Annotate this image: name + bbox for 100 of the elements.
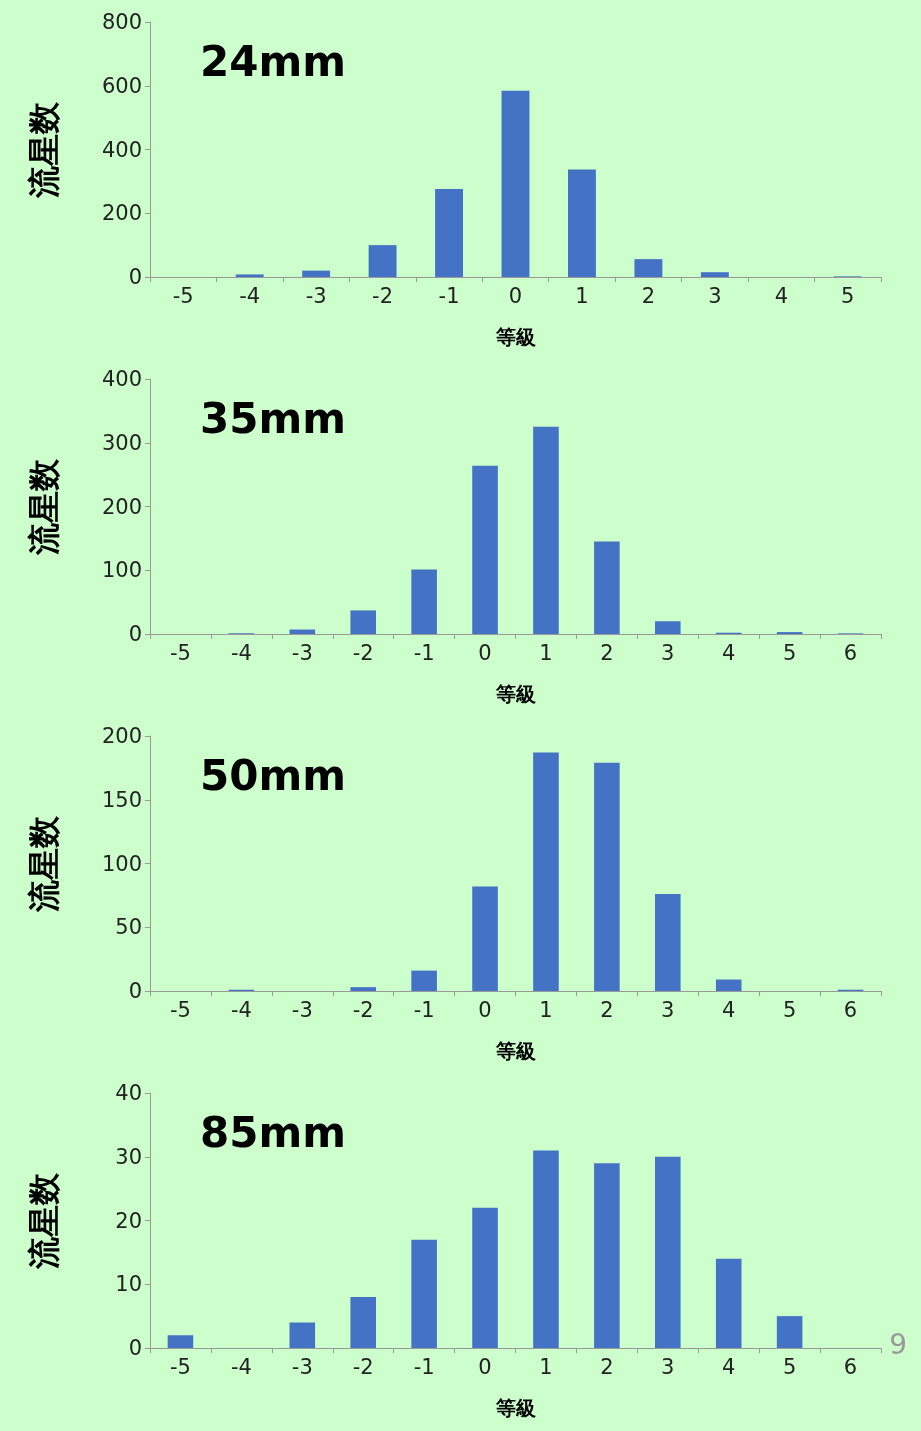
x-tick-label: -2 <box>352 640 374 665</box>
x-tick-label: -4 <box>239 283 261 308</box>
bar <box>533 752 559 991</box>
x-tick-label: 6 <box>843 640 858 665</box>
bar <box>411 569 437 634</box>
bar <box>634 259 663 277</box>
x-tick-label: 2 <box>600 1354 614 1379</box>
x-tick-label: 1 <box>539 640 553 665</box>
bar <box>715 979 742 991</box>
x-tick-label: 4 <box>774 283 789 308</box>
y-tick-label: 100 <box>101 558 142 583</box>
x-tick-label: -4 <box>230 997 252 1022</box>
x-tick-label: -2 <box>372 283 394 308</box>
y-tick-label: 150 <box>101 787 142 812</box>
x-tick-label: 0 <box>478 997 492 1022</box>
x-axis-title: 等級 <box>494 325 536 349</box>
y-tick-label: 0 <box>128 979 142 1003</box>
bar <box>533 426 559 634</box>
y-tick-label: 400 <box>101 137 142 162</box>
y-axis-title: 流星数 <box>25 100 63 199</box>
x-tick-label: 5 <box>782 997 797 1022</box>
bar <box>472 1207 498 1348</box>
x-tick-label: -5 <box>172 283 194 308</box>
y-tick-label: 100 <box>101 851 142 876</box>
y-tick-label: 200 <box>101 724 142 748</box>
x-tick-label: 3 <box>661 997 675 1022</box>
y-tick-label: 600 <box>101 73 142 98</box>
bar <box>302 270 331 277</box>
x-tick-label: -2 <box>352 997 374 1022</box>
chart-title: 50mm <box>200 750 346 800</box>
x-axis-title: 等級 <box>494 1396 536 1420</box>
x-axis-title: 等級 <box>494 682 536 706</box>
y-tick-label: 0 <box>128 622 142 646</box>
x-tick-label: 5 <box>841 283 855 308</box>
bar <box>350 610 376 634</box>
chart-title: 24mm <box>200 36 346 86</box>
bar <box>411 970 437 991</box>
x-tick-label: -5 <box>169 997 191 1022</box>
y-tick-label: 800 <box>101 10 142 34</box>
x-tick-label: 3 <box>661 1354 675 1379</box>
y-tick-label: 10 <box>115 1272 142 1297</box>
x-tick-label: -1 <box>438 283 460 308</box>
bar <box>655 1156 681 1348</box>
y-axis-title: 流星数 <box>25 457 63 556</box>
x-tick-label: -4 <box>230 640 252 665</box>
x-tick-label: 0 <box>478 1354 492 1379</box>
bar <box>655 894 681 991</box>
y-axis-title: 流星数 <box>25 1171 63 1270</box>
x-tick-label: 3 <box>661 640 675 665</box>
y-tick-label: 0 <box>128 1336 142 1360</box>
x-tick-label: 1 <box>539 997 553 1022</box>
x-tick-label: 4 <box>722 640 736 665</box>
x-tick-label: 2 <box>600 997 614 1022</box>
bar <box>501 90 530 277</box>
x-tick-label: -2 <box>352 1354 374 1379</box>
y-tick-label: 20 <box>115 1208 142 1233</box>
bar <box>235 274 264 277</box>
x-tick-label: -3 <box>291 997 313 1022</box>
y-tick-label: 50 <box>115 915 142 940</box>
x-tick-label: 1 <box>575 283 589 308</box>
bar <box>655 621 681 634</box>
x-tick-label: -3 <box>291 640 313 665</box>
x-tick-label: -5 <box>169 1354 191 1379</box>
y-tick-label: 0 <box>128 265 142 289</box>
text: 9 <box>889 1327 908 1361</box>
x-tick-label: -3 <box>305 283 327 308</box>
bar <box>435 189 463 277</box>
bar <box>594 1163 620 1348</box>
bar <box>411 1239 437 1348</box>
x-tick-label: -4 <box>230 1354 252 1379</box>
x-tick-label: 2 <box>600 640 614 665</box>
x-tick-label: 2 <box>641 283 656 308</box>
y-tick-label: 300 <box>101 430 142 455</box>
x-tick-label: 4 <box>722 1354 736 1379</box>
x-tick-label: -5 <box>169 640 191 665</box>
chart-title: 35mm <box>200 393 346 443</box>
y-tick-label: 40 <box>115 1081 142 1105</box>
x-tick-label: 6 <box>843 1354 858 1379</box>
x-tick-label: -1 <box>413 640 435 665</box>
x-tick-label: -1 <box>413 1354 435 1379</box>
x-tick-label: 5 <box>782 1354 797 1379</box>
y-tick-label: 30 <box>115 1144 142 1169</box>
bar <box>594 541 620 634</box>
x-tick-label: 0 <box>508 283 523 308</box>
bar <box>700 272 729 277</box>
x-tick-label: 6 <box>843 997 858 1022</box>
bar <box>533 1150 559 1348</box>
x-axis-title: 等級 <box>494 1039 536 1063</box>
x-tick-label: 0 <box>478 640 492 665</box>
chart-title: 85mm <box>200 1107 346 1157</box>
bar <box>776 1316 803 1348</box>
bar <box>289 1322 316 1348</box>
bar <box>167 1335 194 1348</box>
y-tick-label: 400 <box>101 367 142 391</box>
bar <box>472 465 498 634</box>
bar <box>568 169 596 277</box>
bar <box>289 629 316 634</box>
x-tick-label: 1 <box>539 1354 553 1379</box>
bar <box>472 886 498 991</box>
x-tick-label: 5 <box>782 640 797 665</box>
